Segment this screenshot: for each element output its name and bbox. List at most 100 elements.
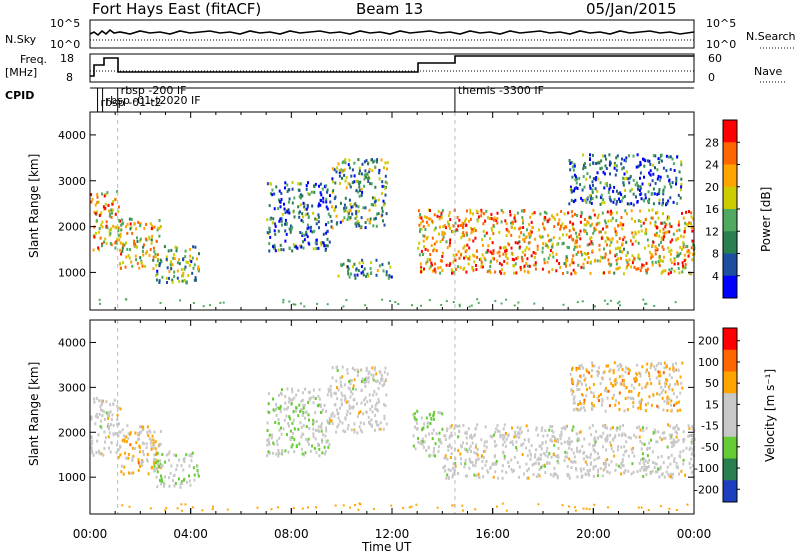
scatter-cell bbox=[579, 183, 582, 187]
scatter-cell bbox=[585, 454, 588, 458]
scatter-cell bbox=[473, 451, 476, 455]
scatter-cell bbox=[374, 185, 377, 189]
scatter-cell bbox=[666, 230, 669, 234]
scatter-cell bbox=[669, 475, 672, 479]
scatter-cell bbox=[504, 249, 507, 253]
scatter-cell bbox=[387, 261, 390, 265]
scatter-cell bbox=[489, 434, 492, 438]
scatter-cell bbox=[131, 456, 134, 460]
scatter-cell bbox=[381, 180, 384, 184]
scatter-cell bbox=[575, 407, 578, 411]
scatter-cell bbox=[648, 197, 651, 201]
scatter-cell bbox=[492, 224, 495, 228]
scatter-cell bbox=[119, 430, 122, 434]
scatter-cell bbox=[307, 506, 309, 509]
scatter-cell bbox=[505, 471, 508, 474]
scatter-cell bbox=[472, 229, 475, 233]
scatter-cell bbox=[448, 244, 451, 248]
scatter-cell bbox=[549, 473, 552, 476]
scatter-cell bbox=[616, 426, 619, 430]
scatter-cell bbox=[346, 218, 349, 221]
colorbar-tick-label: 200 bbox=[698, 335, 719, 348]
scatter-cell bbox=[289, 230, 292, 234]
scatter-cell bbox=[284, 229, 287, 233]
scatter-cell bbox=[625, 240, 628, 244]
scatter-cell bbox=[610, 199, 612, 203]
scatter-cell bbox=[505, 509, 508, 512]
scatter-cell bbox=[645, 468, 648, 472]
scatter-cell bbox=[576, 301, 579, 304]
scatter-cell bbox=[563, 440, 566, 444]
scatter-cell bbox=[549, 438, 552, 442]
scatter-cell bbox=[547, 234, 549, 238]
scatter-cell bbox=[256, 506, 259, 509]
scatter-cell bbox=[576, 446, 578, 450]
scatter-cell bbox=[169, 263, 172, 267]
scatter-cell bbox=[334, 392, 337, 396]
scatter-cell bbox=[670, 185, 673, 189]
scatter-cell bbox=[608, 244, 611, 247]
scatter-cell bbox=[658, 370, 661, 374]
scatter-cell bbox=[161, 453, 164, 456]
scatter-cell bbox=[590, 240, 593, 244]
scatter-cell bbox=[623, 383, 626, 387]
scatter-cell bbox=[378, 427, 381, 431]
scatter-cell bbox=[333, 209, 336, 212]
scatter-cell bbox=[324, 434, 327, 438]
scatter-cell bbox=[574, 198, 577, 202]
scatter-cell bbox=[598, 399, 601, 403]
scatter-cell bbox=[651, 260, 654, 264]
scatter-cell bbox=[141, 249, 144, 253]
scatter-cell bbox=[469, 208, 472, 212]
scatter-cell bbox=[357, 190, 360, 194]
scatter-cell bbox=[457, 250, 460, 254]
scatter-cell bbox=[301, 413, 304, 417]
scatter-cell bbox=[647, 401, 650, 405]
scatter-cell bbox=[280, 426, 282, 430]
scatter-cell bbox=[601, 424, 604, 428]
scatter-cell bbox=[580, 364, 583, 368]
scatter-cell bbox=[449, 227, 451, 230]
scatter-cell bbox=[682, 440, 685, 444]
scatter-cell bbox=[279, 404, 282, 408]
scatter-cell bbox=[473, 260, 476, 264]
scatter-cell bbox=[576, 388, 579, 392]
scatter-cell bbox=[155, 453, 157, 456]
scatter-cell bbox=[477, 472, 480, 476]
scatter-cell bbox=[306, 440, 309, 443]
scatter-cell bbox=[276, 443, 279, 446]
scatter-cell bbox=[621, 157, 623, 161]
scatter-cell bbox=[161, 275, 164, 279]
scatter-cell bbox=[408, 506, 411, 509]
scatter-cell bbox=[672, 472, 674, 476]
scatter-cell bbox=[119, 453, 122, 457]
scatter-cell bbox=[603, 299, 606, 302]
scatter-cell bbox=[645, 302, 648, 305]
scatter-cell bbox=[271, 193, 274, 197]
scatter-cell bbox=[461, 509, 464, 512]
scatter-cell bbox=[419, 262, 422, 266]
scatter-cell bbox=[152, 255, 155, 259]
scatter-cell bbox=[580, 406, 583, 410]
scatter-cell bbox=[528, 449, 531, 453]
scatter-cell bbox=[565, 264, 567, 268]
scatter-cell bbox=[658, 255, 661, 259]
scatter-cell bbox=[503, 434, 506, 438]
scatter-cell bbox=[656, 440, 659, 444]
scatter-cell bbox=[494, 470, 497, 474]
scatter-cell bbox=[316, 302, 319, 305]
scatter-cell bbox=[451, 230, 454, 234]
scatter-cell bbox=[651, 263, 654, 267]
scatter-cell bbox=[635, 435, 638, 439]
scatter-cell bbox=[173, 453, 176, 457]
scatter-cell bbox=[483, 444, 486, 448]
scatter-cell bbox=[191, 451, 194, 455]
scatter-cell bbox=[677, 262, 680, 266]
scatter-cell bbox=[99, 452, 102, 456]
scatter-cell bbox=[660, 259, 663, 263]
scatter-cell bbox=[454, 268, 457, 271]
scatter-cell bbox=[344, 158, 347, 162]
scatter-cell bbox=[307, 181, 309, 185]
scatter-cell bbox=[679, 455, 682, 459]
scatter-cell bbox=[431, 263, 433, 267]
